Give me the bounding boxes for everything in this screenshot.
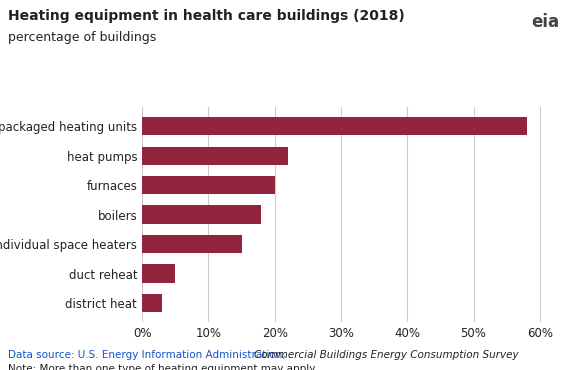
Bar bbox=[142, 117, 527, 135]
Text: Data source: U.S. Energy Information Administration,: Data source: U.S. Energy Information Adm… bbox=[8, 350, 288, 360]
Text: Heating equipment in health care buildings (2018): Heating equipment in health care buildin… bbox=[8, 9, 404, 23]
Bar bbox=[142, 205, 262, 224]
Bar bbox=[142, 294, 162, 312]
Bar bbox=[142, 147, 288, 165]
Bar bbox=[142, 176, 275, 194]
Text: Commercial Buildings Energy Consumption Survey: Commercial Buildings Energy Consumption … bbox=[254, 350, 519, 360]
Bar bbox=[142, 265, 175, 283]
Text: Note: More than one type of heating equipment may apply.: Note: More than one type of heating equi… bbox=[8, 364, 317, 370]
Text: eia: eia bbox=[532, 13, 560, 31]
Bar bbox=[142, 235, 241, 253]
Text: percentage of buildings: percentage of buildings bbox=[8, 31, 156, 44]
